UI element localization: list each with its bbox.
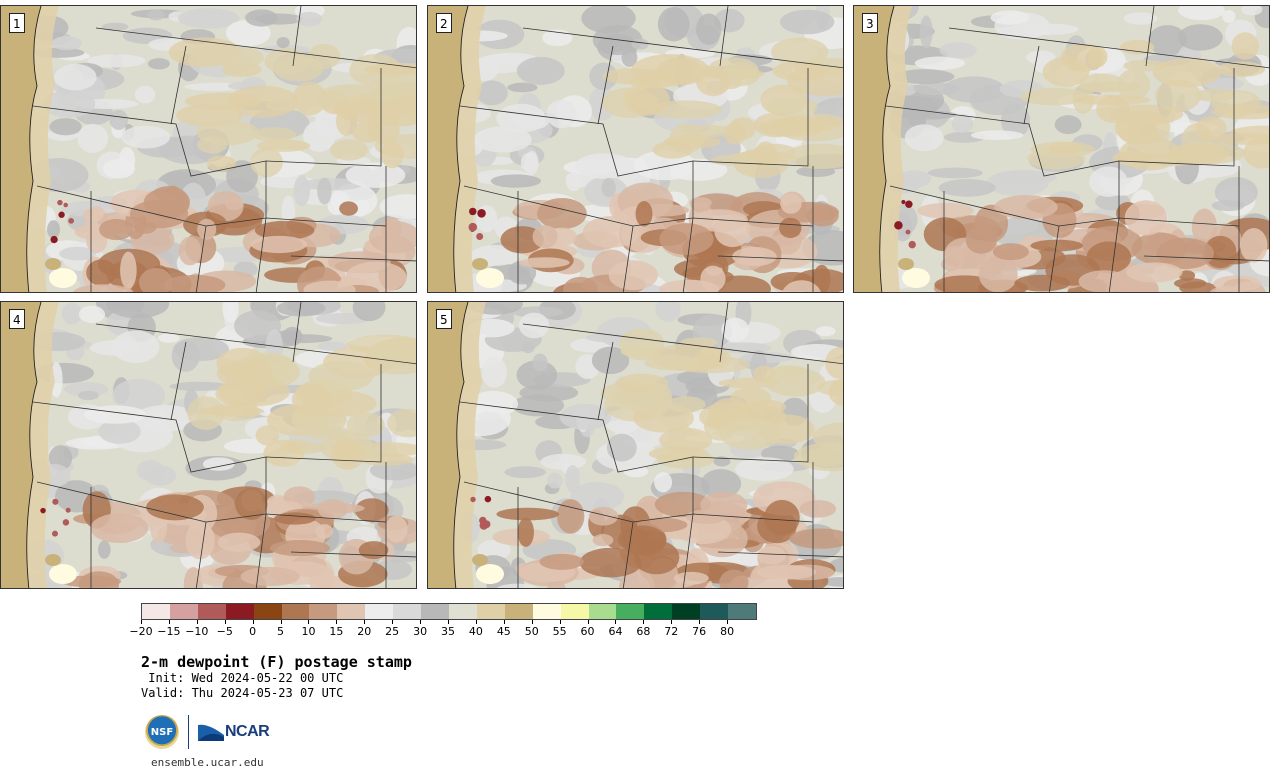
colorbar-tick-label: 60 [580,625,595,638]
dewpoint-map-3 [854,6,1269,292]
colorbar-tick [196,620,198,624]
colorbar-tick-label: 76 [692,625,707,638]
logo-divider [188,715,189,749]
colorbar-tick [503,620,505,624]
member-label-3: 3 [862,13,878,33]
colorbar-tick [336,620,338,624]
colorbar-tick-label: −5 [216,625,233,638]
stamp-panel-3: 3 [853,5,1270,293]
nsf-logo: NSF [145,715,179,749]
colorbar-tick [364,620,366,624]
colorbar-segment [476,604,505,619]
colorbar-tick-label: −15 [157,625,181,638]
colorbar-segment [448,604,477,619]
member-label-5: 5 [436,309,452,329]
colorbar-segment [393,604,422,619]
colorbar-segment [253,604,282,619]
colorbar-segment [197,604,226,619]
colorbar-tick [141,620,142,624]
colorbar-segment [421,604,449,619]
colorbar-segment [588,604,617,619]
dewpoint-map-4 [1,302,416,588]
colorbar-segment [365,604,394,619]
colorbar-tick-label: 30 [413,625,428,638]
colorbar-tick-label: 40 [468,625,483,638]
colorbar-segment [309,604,338,619]
colorbar-tick-label: 55 [552,625,567,638]
colorbar-segment [142,604,170,619]
colorbar-tick-label: 80 [720,625,735,638]
colorbar-tick-label: 15 [329,625,344,638]
colorbar-tick [420,620,422,624]
colorbar-segment [560,604,589,619]
colorbar-segment [616,604,645,619]
colorbar-ticks: −20 −15 −10 −5 0 5 10 15 20 25 30 35 40 45 50 55 60 64 68 7… [129,620,755,640]
colorbar-tick-label: 20 [357,625,372,638]
valid-time: Valid: Thu 2024-05-23 07 UTC [141,686,344,700]
colorbar-tick [643,620,645,624]
colorbar-tick-label: 5 [277,625,285,638]
colorbar-tick-label: 72 [664,625,679,638]
colorbar-segment [532,604,561,619]
colorbar-tick [168,620,170,624]
colorbar-segment [728,604,756,619]
colorbar-tick [559,620,561,624]
colorbar-segment [337,604,366,619]
dewpoint-map-5 [428,302,843,588]
member-label-4: 4 [9,309,25,329]
colorbar-tick [252,620,254,624]
colorbar-tick [727,620,729,624]
logos: NSF NCAR [145,714,270,750]
stamp-panel-5: 5 [427,301,844,589]
init-time: Init: Wed 2024-05-22 00 UTC [141,671,344,685]
colorbar-tick [615,620,617,624]
dewpoint-map-1 [1,6,416,292]
colorbar-tick-label: 35 [441,625,455,638]
colorbar-tick-label: −10 [185,625,209,638]
colorbar-segment [504,604,533,619]
ncar-swoosh-icon [198,724,224,741]
colorbar-tick-label: 50 [524,625,539,638]
site-url[interactable]: ensemble.ucar.edu [151,756,264,769]
colorbar-tick [392,620,394,624]
colorbar-tick [587,620,589,624]
colorbar-segment [700,604,729,619]
ncar-wordmark: NCAR [225,723,270,740]
colorbar-tick [699,620,701,624]
dewpoint-map-2 [428,6,843,292]
colorbar-segment [281,604,310,619]
colorbar-tick [224,620,226,624]
colorbar-tick-label: 45 [496,625,511,638]
colorbar-tick [475,620,477,624]
member-label-2: 2 [436,13,452,33]
chart-title: 2-m dewpoint (F) postage stamp [141,653,412,671]
colorbar-tick [531,620,533,624]
colorbar-tick [280,620,282,624]
colorbar-segment [225,604,254,619]
colorbar-tick-label: 10 [301,625,316,638]
stamp-panel-2: 2 [427,5,844,293]
colorbar [141,603,757,620]
colorbar-tick-label: −20 [129,625,153,638]
colorbar-tick [448,620,449,624]
colorbar-tick-label: 68 [636,625,651,638]
colorbar-segment [672,604,701,619]
stamp-panel-4: 4 [0,301,417,589]
colorbar-segment [169,604,198,619]
ncar-logo: NCAR [198,723,270,741]
colorbar-tick-label: 64 [608,625,623,638]
colorbar-segment [644,604,673,619]
member-label-1: 1 [9,13,25,33]
stamp-panel-1: 1 [0,5,417,293]
colorbar-tick [671,620,673,624]
colorbar-tick-label: 0 [249,625,257,638]
colorbar-tick-label: 25 [385,625,400,638]
colorbar-tick [308,620,310,624]
